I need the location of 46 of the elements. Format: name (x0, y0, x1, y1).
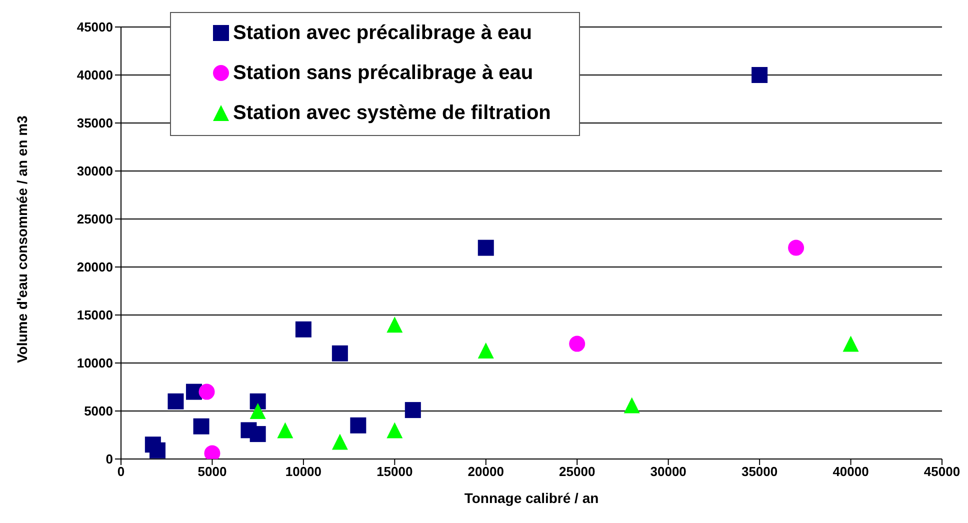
x-tick-label: 30000 (650, 464, 686, 480)
point (569, 336, 586, 352)
legend-label: Station avec précalibrage à eau (233, 22, 532, 44)
point (788, 240, 804, 256)
x-tick-label: 20000 (468, 464, 504, 480)
legend-label: Station avec système de filtration (233, 102, 551, 124)
x-tick-label: 35000 (741, 464, 778, 480)
x-tick-label: 5000 (198, 464, 227, 480)
x-tick-label: 40000 (832, 464, 869, 480)
y-tick-label: 5000 (84, 404, 113, 419)
point (478, 342, 494, 359)
x-tick-label: 45000 (924, 464, 960, 480)
point (386, 422, 403, 438)
y-tick-label: 20000 (76, 260, 113, 275)
y-tick-label: 10000 (76, 356, 113, 371)
point (277, 422, 294, 438)
point (168, 393, 184, 410)
y-tick-label: 40000 (76, 68, 113, 83)
y-tick-label: 45000 (76, 20, 113, 35)
point (404, 402, 421, 418)
point (350, 417, 366, 434)
point (478, 240, 494, 256)
x-tick-label: 0 (117, 464, 125, 480)
x-tick-label: 10000 (285, 464, 322, 480)
point (295, 321, 312, 338)
x-axis-title: Tonnage calibré / an (464, 490, 599, 506)
y-tick-label: 35000 (76, 116, 113, 131)
point (198, 384, 215, 400)
y-tick-label: 25000 (76, 212, 113, 227)
point (386, 316, 403, 333)
x-tick-label: 15000 (376, 464, 413, 480)
point (842, 336, 859, 352)
y-axis-title: Volume d'eau consommée / an en m3 (14, 115, 30, 363)
point (332, 345, 348, 362)
x-tick-label: 25000 (559, 464, 596, 480)
point (250, 403, 266, 419)
y-tick-label: 15000 (76, 308, 113, 323)
y-tick-label: 30000 (76, 164, 113, 179)
point (752, 67, 768, 83)
point (624, 397, 640, 414)
legend-label: Station sans précalibrage à eau (233, 62, 534, 84)
y-tick-label: 0 (106, 452, 113, 467)
point (250, 426, 266, 442)
point (193, 418, 210, 434)
point (332, 434, 348, 450)
point (250, 393, 266, 410)
